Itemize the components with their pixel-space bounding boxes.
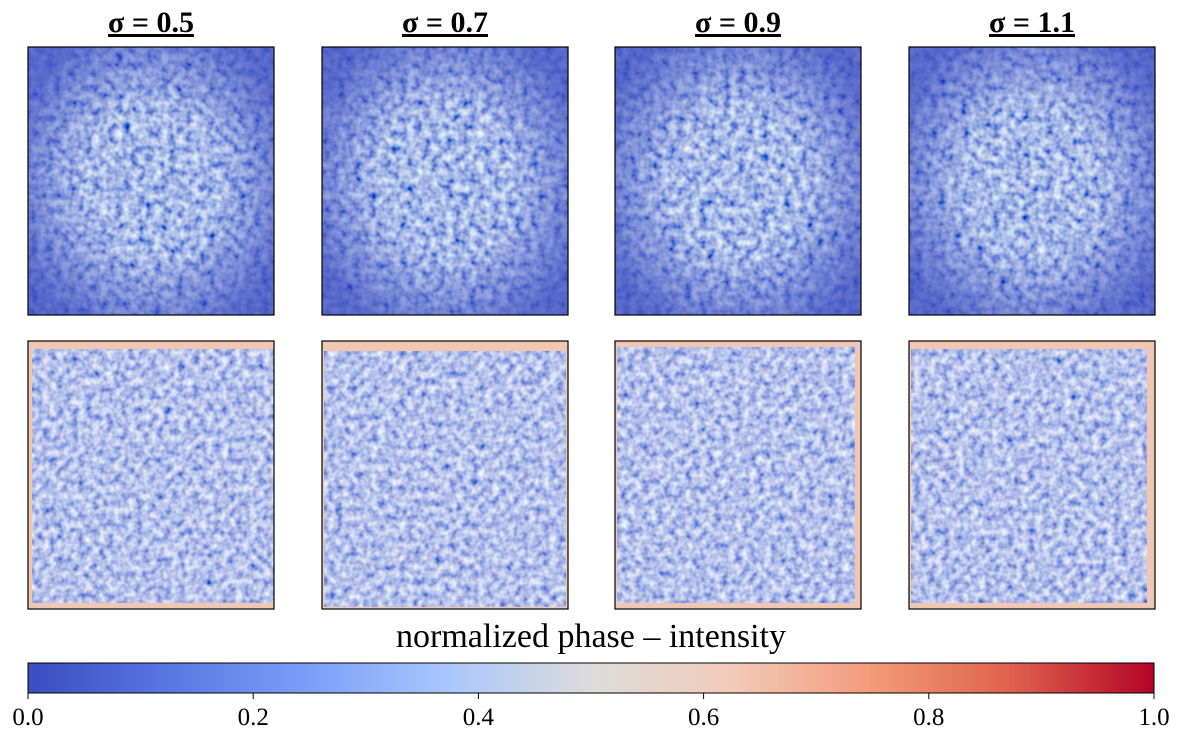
panel-frame	[908, 46, 1156, 316]
panel-image	[911, 349, 1147, 603]
panel-vignette	[28, 47, 274, 315]
panel-frame	[614, 340, 862, 610]
panel-vignette	[615, 47, 861, 315]
colorbar-tick-label: 0.6	[688, 704, 719, 731]
colorbar	[27, 662, 1155, 694]
panel-vignette	[322, 47, 568, 315]
panels	[27, 46, 1156, 610]
panel-title: σ = 1.1	[989, 6, 1075, 39]
panel-title: σ = 0.7	[402, 6, 488, 39]
colorbar-label: normalized phase – intensity	[396, 618, 786, 655]
colorbar-tick-label: 0.8	[913, 704, 944, 731]
panel-image	[617, 347, 855, 603]
colorbar-tick-label: 0.0	[12, 704, 43, 731]
panel-frame	[614, 46, 862, 316]
panel-frame	[908, 340, 1156, 610]
panel-frame	[321, 46, 569, 316]
panel-vignette	[909, 47, 1155, 315]
colorbar-tick-label: 0.4	[463, 704, 495, 731]
panel-image	[324, 351, 566, 607]
panel-frame	[321, 340, 569, 610]
colorbar-tick-label: 1.0	[1138, 704, 1169, 731]
colorbar-tick-label: 0.2	[238, 704, 269, 731]
panel-title: σ = 0.5	[108, 6, 194, 39]
panel-frame	[27, 46, 275, 316]
panel-title: σ = 0.9	[695, 6, 781, 39]
panel-image	[32, 349, 274, 603]
panel-frame	[27, 340, 275, 610]
